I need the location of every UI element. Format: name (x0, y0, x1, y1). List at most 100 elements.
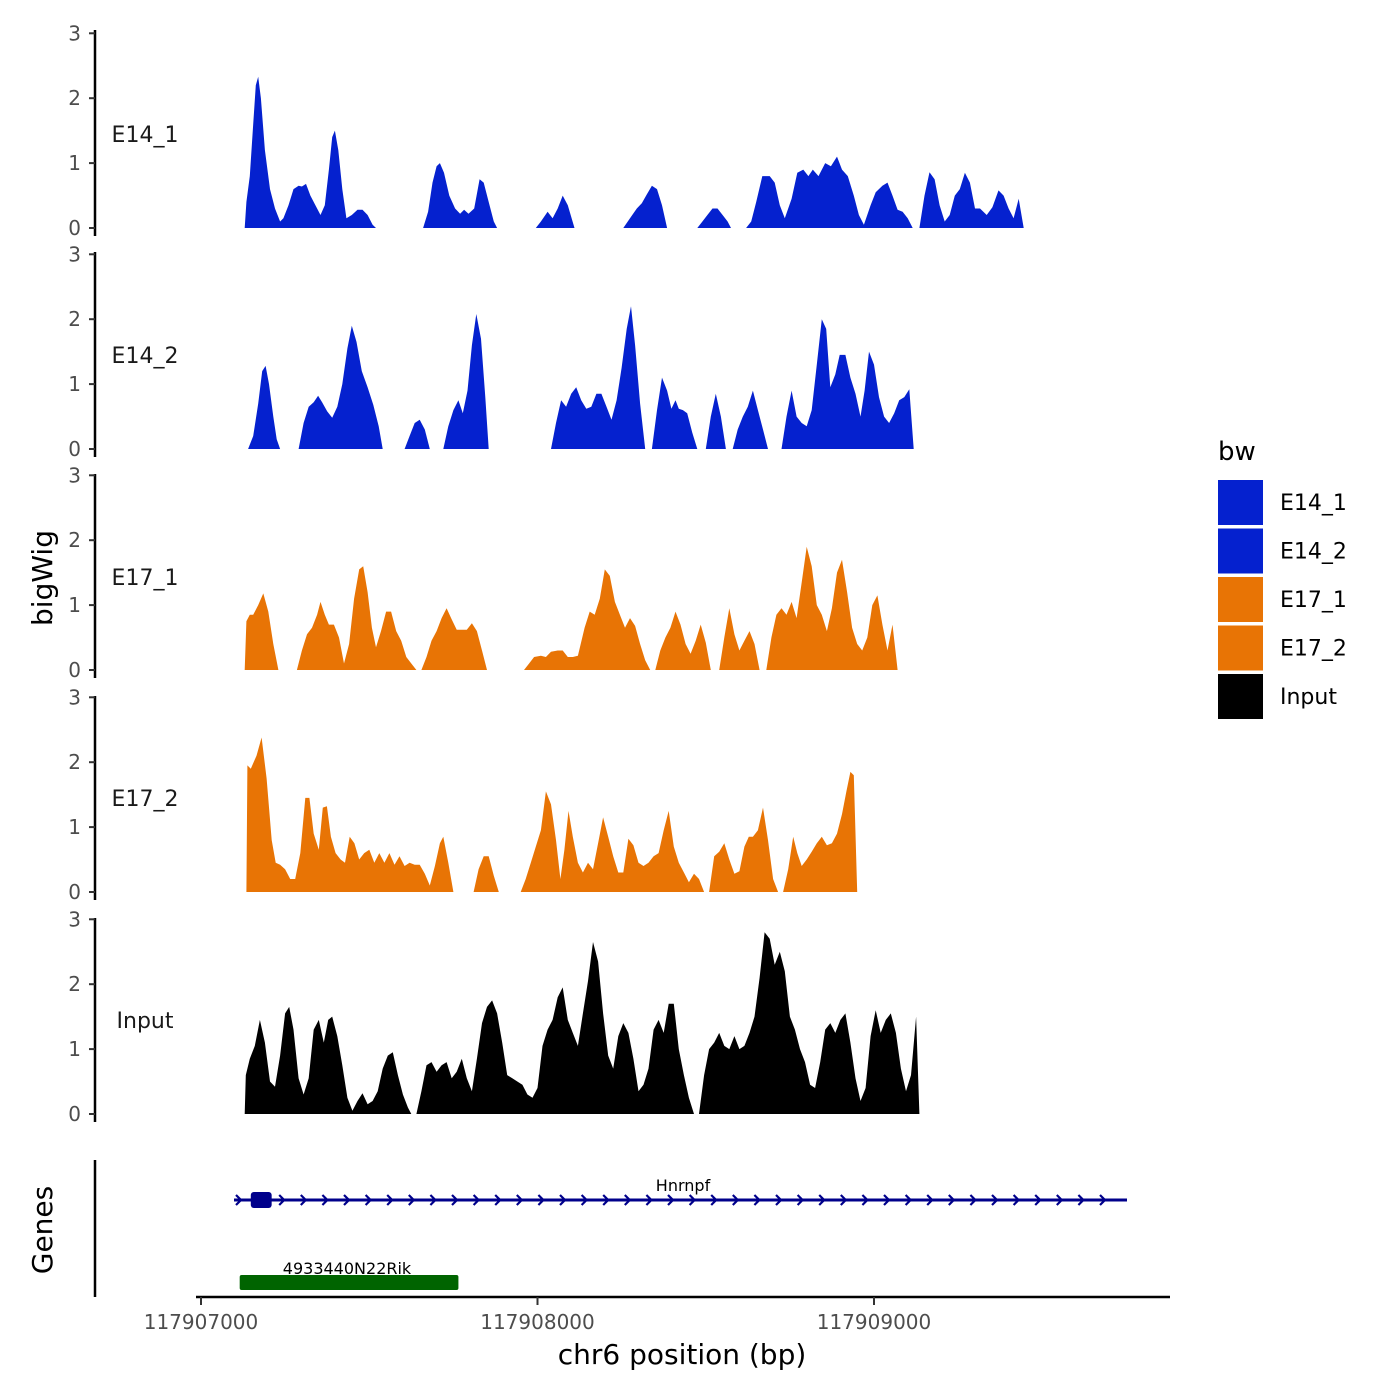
y-tick-label: 0 (68, 880, 81, 904)
track-e14-1: 0 1 2 3 E14_1 (68, 21, 1024, 240)
y-tick-label: 1 (68, 151, 81, 175)
coverage-area (697, 208, 731, 228)
genes-track-title: Genes (26, 1186, 59, 1274)
x-tick-label: 117907000 (144, 1310, 259, 1334)
strand-arrow (991, 1194, 999, 1206)
strand-arrow (926, 1194, 934, 1206)
strand-arrow (559, 1194, 567, 1206)
strand-arrow (1012, 1194, 1021, 1206)
strand-arrow (753, 1194, 761, 1206)
strand-arrow (840, 1194, 848, 1206)
coverage-area (296, 566, 417, 670)
strand-arrow (861, 1194, 869, 1206)
coverage-area (623, 185, 668, 228)
strand-arrow (1056, 1194, 1064, 1206)
coverage-area (443, 314, 489, 449)
strand-arrow (494, 1194, 502, 1206)
coverage-area (248, 365, 281, 449)
strand-arrow (321, 1194, 329, 1206)
strand-arrow (667, 1194, 675, 1206)
coverage-area (473, 856, 499, 892)
gene-exon (250, 1192, 272, 1208)
strand-arrow (602, 1194, 610, 1206)
strand-arrow (904, 1194, 913, 1206)
coverage-area (404, 419, 430, 449)
strand-arrow (278, 1194, 286, 1206)
y-tick-label: 0 (68, 658, 81, 682)
y-tick-label: 2 (68, 86, 81, 110)
coverage-area (551, 306, 646, 449)
strand-arrow (969, 1194, 977, 1206)
legend-label: E14_2 (1280, 540, 1347, 565)
y-tick-label: 3 (68, 21, 81, 45)
coverage-area (246, 737, 454, 892)
strand-arrow (580, 1194, 589, 1206)
track-e17-2: 0 1 2 3 E17_2 (68, 685, 858, 904)
strand-arrow (364, 1194, 373, 1206)
coverage-area (705, 393, 726, 449)
coverage-area (766, 546, 898, 670)
y-tick-label: 3 (68, 463, 81, 487)
x-tick-label: 117909000 (817, 1310, 932, 1334)
coverage-area (520, 791, 705, 892)
legend-label: E17_2 (1280, 637, 1347, 662)
y-tick-label: 0 (68, 216, 81, 240)
strand-arrow (883, 1194, 891, 1206)
y-tick-label: 2 (68, 307, 81, 331)
y-tick-label: 0 (68, 1102, 81, 1126)
coverage-area (416, 942, 694, 1114)
x-tick-label: 117908000 (480, 1310, 595, 1334)
strand-arrow (775, 1194, 783, 1206)
track-label: E14_2 (112, 344, 179, 369)
coverage-area (244, 1006, 412, 1114)
coverage-area (655, 611, 711, 670)
coverage-area (719, 608, 760, 670)
gene-label-hnrnpf: Hnrnpf (656, 1176, 711, 1195)
y-tick-label: 3 (68, 685, 81, 709)
x-axis: 117907000 117908000 117909000 (144, 1295, 1170, 1334)
strand-arrow (1077, 1194, 1085, 1206)
gene-label-4933440n22rik: 4933440N22Rik (283, 1259, 412, 1278)
legend-label: E14_1 (1280, 491, 1347, 516)
track-label: E17_2 (112, 787, 179, 812)
strand-arrow (300, 1194, 308, 1206)
strand-arrow (408, 1194, 416, 1206)
y-tick-label: 1 (68, 815, 81, 839)
track-e17-1: 0 1 2 3 E17_1 (68, 463, 898, 682)
legend-swatch-e17-1 (1218, 577, 1263, 622)
y-tick-label: 2 (68, 750, 81, 774)
strand-arrow (710, 1194, 718, 1206)
strand-arrow (688, 1194, 697, 1206)
track-label: Input (117, 1009, 174, 1034)
y-tick-label: 1 (68, 593, 81, 617)
coverage-area (746, 156, 913, 228)
strand-arrow (472, 1194, 481, 1206)
strand-arrow (645, 1194, 653, 1206)
strand-arrow (451, 1194, 459, 1206)
coverage-area (244, 76, 376, 228)
signal-tracks: 0 1 2 3 E14_1 0 1 2 3 E14_2 0 1 2 3 E17_1 0 1 2 3 E17_2 0 1 2 3… (68, 21, 1024, 1126)
strand-arrow (537, 1194, 545, 1206)
y-axis-title: bigWig (26, 530, 59, 626)
strand-arrow (343, 1194, 351, 1206)
coverage-area (244, 593, 279, 670)
coverage-area (423, 163, 498, 228)
track-label: E14_1 (112, 123, 179, 148)
strand-arrow (624, 1194, 632, 1206)
y-tick-label: 1 (68, 1037, 81, 1061)
strand-arrow (516, 1194, 524, 1206)
legend-title: bw (1218, 437, 1256, 467)
legend-swatch-e17-2 (1218, 625, 1263, 671)
strand-arrow (429, 1194, 437, 1206)
coverage-area (651, 377, 698, 449)
coverage-area (781, 319, 914, 449)
strand-arrow (948, 1194, 956, 1206)
coverage-area (535, 195, 575, 228)
coverage-area (783, 771, 858, 892)
coverage-area (524, 569, 651, 670)
strand-arrow (1099, 1194, 1107, 1206)
legend-swatch-e14-2 (1218, 528, 1263, 574)
y-tick-label: 0 (68, 437, 81, 461)
strand-arrow (732, 1194, 740, 1206)
strand-arrow (818, 1194, 826, 1206)
